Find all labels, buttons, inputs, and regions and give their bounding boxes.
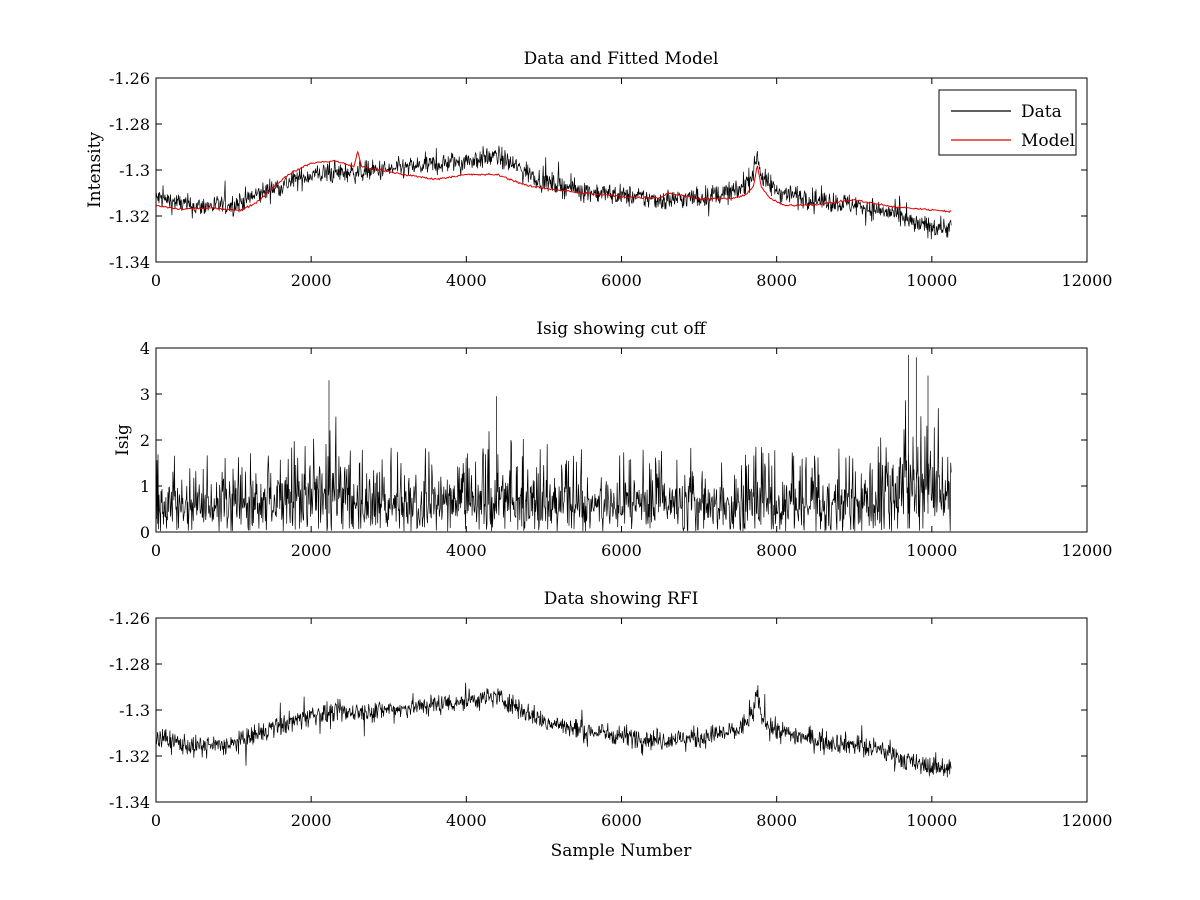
y-tick-label: -1.3: [119, 701, 150, 720]
series-line-data: [155, 682, 952, 778]
x-tick-label: 10000: [906, 271, 957, 290]
x-tick-label: 0: [151, 271, 161, 290]
x-tick-label: 10000: [906, 811, 957, 830]
axis-ticks: 0 2000 4000 6000 8000 10000 12000 -1.26 -1.28 -1.…: [109, 609, 1112, 830]
x-tick-label: 12000: [1062, 271, 1113, 290]
x-tick-label: 8000: [756, 271, 797, 290]
legend-label-model: Model: [1021, 131, 1075, 151]
series-line-model: [155, 150, 952, 214]
axis-ticks: 0 2000 4000 6000 8000 10000 12000 -1.26 -1.28 -1.…: [109, 69, 1112, 290]
series-line-data: [155, 145, 952, 240]
chart-title: Data showing RFI: [544, 589, 699, 609]
plot-area: [155, 354, 952, 532]
x-tick-label: 2000: [291, 541, 332, 560]
x-tick-label: 6000: [601, 541, 642, 560]
y-tick-label: -1.32: [109, 207, 150, 226]
y-axis-label: Isig: [113, 424, 133, 456]
y-tick-label: -1.26: [109, 69, 150, 88]
y-tick-label: 4: [140, 339, 150, 358]
legend: Data Model: [938, 89, 1077, 156]
y-tick-label: -1.32: [109, 747, 150, 766]
y-tick-label: 2: [140, 431, 150, 450]
chart-title: Isig showing cut off: [536, 319, 707, 339]
plot-area: [155, 145, 952, 240]
y-tick-label: -1.3: [119, 161, 150, 180]
x-tick-label: 6000: [601, 811, 642, 830]
x-tick-label: 4000: [446, 541, 487, 560]
legend-box: [938, 89, 1077, 156]
x-tick-label: 4000: [446, 271, 487, 290]
series-line-isig: [155, 354, 952, 532]
x-tick-label: 0: [151, 811, 161, 830]
plot-area: [155, 682, 952, 778]
x-tick-label: 8000: [756, 811, 797, 830]
x-tick-label: 2000: [291, 271, 332, 290]
x-tick-label: 4000: [446, 811, 487, 830]
axis-ticks: 0 2000 4000 6000 8000 10000 12000 4 3 2 1 0: [140, 339, 1113, 560]
x-tick-label: 12000: [1062, 541, 1113, 560]
panel-data-showing-rfi: Data showing RFI Sample Number 0 2000 4000…: [109, 589, 1112, 861]
y-axis-label: Intensity: [85, 132, 105, 208]
panel-data-and-fitted-model: Data and Fitted Model Intensity 0 2000 400…: [85, 49, 1112, 290]
y-tick-label: -1.28: [109, 115, 150, 134]
x-tick-label: 12000: [1062, 811, 1113, 830]
panel-isig-showing-cut-off: Isig showing cut off Isig 0 2000 4000 6000 8…: [113, 319, 1112, 560]
y-tick-label: -1.34: [109, 793, 150, 812]
x-tick-label: 2000: [291, 811, 332, 830]
x-axis-label: Sample Number: [551, 841, 693, 861]
chart-title: Data and Fitted Model: [524, 49, 719, 69]
x-tick-label: 8000: [756, 541, 797, 560]
x-tick-label: 6000: [601, 271, 642, 290]
y-tick-label: 3: [140, 385, 150, 404]
y-tick-label: -1.28: [109, 655, 150, 674]
y-tick-label: 0: [140, 523, 150, 542]
x-tick-label: 0: [151, 541, 161, 560]
y-tick-label: 1: [140, 477, 150, 496]
y-tick-label: -1.34: [109, 253, 150, 272]
x-tick-label: 10000: [906, 541, 957, 560]
y-tick-label: -1.26: [109, 609, 150, 628]
legend-label-data: Data: [1021, 102, 1062, 122]
